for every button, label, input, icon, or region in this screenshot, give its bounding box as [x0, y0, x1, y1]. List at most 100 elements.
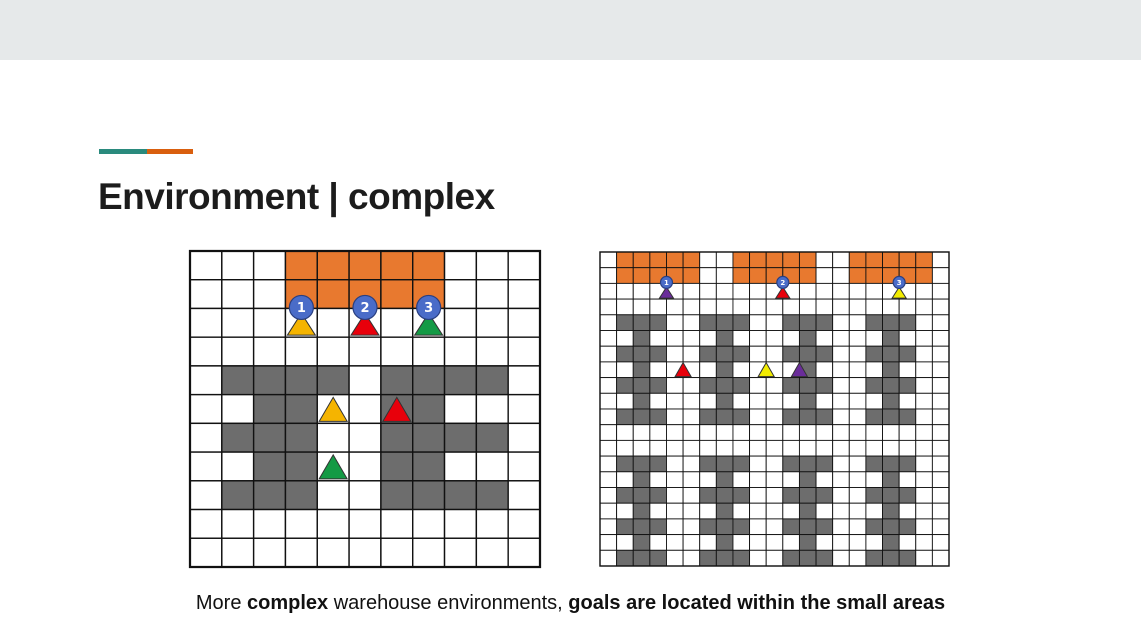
- free-cell: [749, 330, 767, 347]
- shelf-cell: [898, 549, 917, 567]
- free-cell: [380, 537, 414, 568]
- free-cell: [915, 377, 933, 394]
- shelf-cell: [898, 345, 917, 363]
- goal-area-cell: [848, 267, 867, 284]
- shelf-cell: [882, 518, 900, 536]
- free-cell: [765, 314, 784, 331]
- agent-purple: [658, 286, 675, 299]
- free-cell: [749, 471, 767, 488]
- shelf-cell: [865, 518, 883, 536]
- goal-area-cell: [732, 251, 751, 269]
- free-cell: [848, 361, 867, 379]
- free-cell: [682, 439, 701, 457]
- shelf-cell: [649, 345, 667, 363]
- free-cell: [443, 537, 478, 568]
- free-cell: [380, 307, 414, 338]
- shelf-cell: [815, 314, 834, 331]
- grid-border: [599, 251, 950, 567]
- free-cell: [221, 393, 255, 425]
- free-cell: [682, 392, 701, 410]
- free-cell: [915, 314, 933, 331]
- free-cell: [749, 518, 767, 536]
- shelf-cell: [898, 314, 917, 331]
- shelf-cell: [882, 408, 900, 426]
- free-cell: [412, 336, 446, 367]
- free-cell: [782, 392, 800, 410]
- agent-badge-circle: [416, 294, 442, 321]
- grid-border: [188, 249, 542, 569]
- goal-area-cell: [765, 251, 784, 269]
- free-cell: [865, 424, 883, 441]
- free-cell: [815, 439, 834, 457]
- free-cell: [931, 282, 950, 300]
- shelf-cell: [865, 345, 883, 363]
- free-cell: [882, 439, 900, 457]
- free-cell: [732, 298, 751, 316]
- shelf-cell: [798, 392, 817, 410]
- agent-3-badge: 3: [416, 294, 442, 321]
- free-cell: [832, 502, 850, 520]
- shelf-cell: [284, 451, 318, 482]
- free-cell: [765, 455, 784, 473]
- shelf-cell: [882, 314, 900, 331]
- free-cell: [507, 365, 541, 396]
- shelf-cell: [252, 480, 287, 511]
- free-cell: [915, 298, 933, 316]
- shelf-cell: [632, 487, 651, 504]
- free-cell: [931, 518, 950, 536]
- shelf-cell: [715, 502, 734, 520]
- free-cell: [865, 439, 883, 457]
- shelf-cell: [412, 393, 446, 425]
- free-cell: [732, 502, 751, 520]
- free-cell: [765, 549, 784, 567]
- shelf-cell: [782, 487, 800, 504]
- free-cell: [666, 518, 684, 536]
- free-cell: [616, 298, 634, 316]
- agent-1-badge: 1: [288, 294, 314, 321]
- free-cell: [682, 330, 701, 347]
- free-cell: [749, 408, 767, 426]
- free-cell: [632, 424, 651, 441]
- free-cell: [765, 377, 784, 394]
- free-cell: [765, 330, 784, 347]
- free-cell: [765, 518, 784, 536]
- free-cell: [666, 534, 684, 551]
- free-cell: [898, 534, 917, 551]
- free-cell: [815, 534, 834, 551]
- free-cell: [599, 549, 618, 567]
- free-cell: [832, 298, 850, 316]
- free-cell: [666, 487, 684, 504]
- free-cell: [632, 439, 651, 457]
- free-cell: [599, 267, 618, 284]
- shelf-cell: [798, 549, 817, 567]
- shelf-cell: [616, 487, 634, 504]
- goal-area-cell: [412, 250, 446, 281]
- shelf-cell: [782, 377, 800, 394]
- free-cell: [931, 549, 950, 567]
- free-cell: [832, 549, 850, 567]
- shelf-cell: [649, 487, 667, 504]
- agent-3-badge: 3: [892, 275, 906, 289]
- shelf-cell: [798, 455, 817, 473]
- free-cell: [616, 471, 634, 488]
- shelf-cell: [882, 502, 900, 520]
- free-cell: [189, 279, 223, 310]
- free-cell: [666, 330, 684, 347]
- free-cell: [848, 455, 867, 473]
- shelf-cell: [443, 365, 478, 396]
- free-cell: [348, 537, 382, 568]
- free-cell: [699, 361, 717, 379]
- free-cell: [649, 392, 667, 410]
- free-cell: [749, 377, 767, 394]
- agent-badge-label: 3: [424, 301, 433, 316]
- free-cell: [699, 471, 717, 488]
- free-cell: [666, 455, 684, 473]
- free-cell: [865, 502, 883, 520]
- free-cell: [221, 537, 255, 568]
- free-cell: [765, 392, 784, 410]
- agent-badge-circle: [659, 275, 674, 289]
- free-cell: [599, 518, 618, 536]
- free-cell: [848, 314, 867, 331]
- free-cell: [931, 424, 950, 441]
- free-cell: [749, 549, 767, 567]
